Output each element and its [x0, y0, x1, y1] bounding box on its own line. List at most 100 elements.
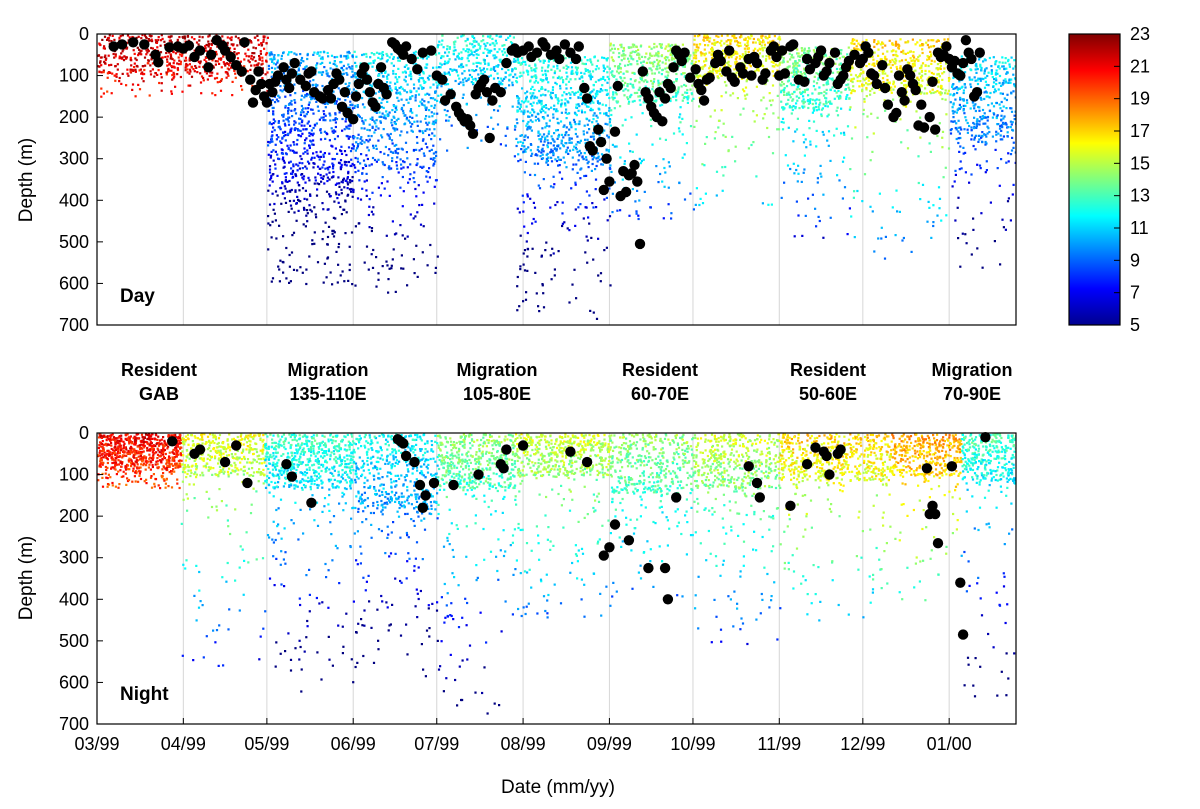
- depth-point: [401, 148, 404, 151]
- depth-point: [393, 105, 396, 108]
- depth-point: [586, 261, 589, 264]
- depth-point: [313, 162, 316, 165]
- depth-point: [829, 102, 832, 105]
- depth-point: [565, 117, 568, 120]
- depth-point: [472, 46, 475, 49]
- depth-point: [496, 50, 499, 54]
- depth-point: [552, 59, 555, 62]
- depth-point: [794, 107, 797, 110]
- depth-point: [446, 61, 449, 64]
- depth-point: [144, 34, 147, 37]
- depth-point: [301, 173, 304, 176]
- depth-point: [762, 117, 765, 120]
- depth-point: [222, 61, 225, 64]
- depth-point: [294, 190, 297, 193]
- depth-point: [786, 66, 789, 69]
- depth-point: [102, 71, 105, 74]
- depth-point: [395, 143, 398, 147]
- depth-point: [796, 69, 799, 72]
- depth-point: [380, 134, 383, 137]
- depth-point: [293, 52, 296, 55]
- depth-point: [401, 87, 404, 90]
- depth-point: [677, 127, 681, 130]
- depth-point: [106, 76, 109, 79]
- depth-point: [612, 51, 615, 54]
- depth-point: [520, 110, 523, 113]
- depth-point: [492, 77, 496, 80]
- depth-point: [651, 88, 654, 91]
- depth-point: [710, 48, 713, 51]
- depth-point: [97, 54, 101, 57]
- depth-point: [801, 100, 804, 103]
- depth-point: [267, 109, 270, 112]
- depth-point: [294, 92, 297, 95]
- depth-point: [375, 125, 378, 128]
- depth-point: [302, 89, 305, 93]
- depth-point: [692, 208, 695, 211]
- depth-point: [349, 123, 352, 126]
- depth-point: [454, 40, 457, 43]
- depth-point: [770, 104, 773, 107]
- depth-point: [446, 54, 449, 57]
- depth-point: [415, 148, 418, 151]
- depth-point: [533, 68, 536, 71]
- depth-point: [633, 80, 637, 83]
- depth-point: [344, 199, 347, 202]
- depth-point: [351, 135, 354, 138]
- depth-point: [544, 69, 547, 72]
- depth-point: [669, 53, 672, 56]
- depth-point: [423, 81, 426, 84]
- depth-point: [670, 56, 674, 59]
- depth-point: [669, 99, 672, 103]
- depth-point: [289, 144, 292, 147]
- depth-point: [472, 62, 475, 65]
- depth-point: [318, 54, 321, 57]
- depth-point: [350, 158, 353, 161]
- depth-point: [330, 127, 333, 130]
- depth-point: [825, 83, 828, 86]
- depth-point: [293, 211, 296, 214]
- depth-point: [590, 236, 593, 239]
- depth-point: [356, 147, 359, 150]
- depth-point: [918, 54, 921, 57]
- depth-point: [672, 81, 675, 84]
- depth-point: [261, 62, 264, 65]
- depth-point: [199, 72, 202, 75]
- depth-point: [395, 161, 398, 164]
- depth-point: [760, 44, 763, 47]
- depth-point: [464, 40, 467, 43]
- depth-point: [444, 72, 447, 75]
- depth-point: [300, 121, 304, 124]
- depth-point: [636, 53, 639, 56]
- depth-point: [669, 52, 672, 55]
- depth-point: [804, 72, 807, 75]
- depth-point: [617, 55, 620, 59]
- depth-point: [424, 117, 427, 120]
- depth-point: [568, 128, 571, 131]
- depth-point: [708, 67, 711, 70]
- depth-point: [271, 59, 274, 62]
- depth-point: [275, 237, 278, 240]
- depth-point: [525, 124, 528, 127]
- depth-point: [313, 156, 316, 159]
- depth-point: [396, 148, 399, 151]
- depth-point: [831, 79, 834, 82]
- depth-point: [466, 48, 469, 51]
- depth-point: [675, 99, 678, 102]
- depth-point: [387, 278, 390, 281]
- depth-point: [323, 51, 326, 54]
- depth-point: [519, 140, 522, 143]
- depth-point: [655, 53, 658, 57]
- depth-point: [305, 65, 308, 68]
- depth-point: [273, 129, 276, 132]
- depth-point: [261, 67, 264, 70]
- depth-point: [227, 74, 230, 77]
- depth-point: [542, 178, 545, 181]
- depth-point: [313, 242, 316, 245]
- depth-point: [315, 122, 318, 125]
- depth-point: [332, 90, 335, 93]
- depth-point: [713, 137, 716, 140]
- depth-point: [426, 180, 429, 183]
- depth-point: [123, 55, 126, 58]
- depth-point: [560, 142, 563, 145]
